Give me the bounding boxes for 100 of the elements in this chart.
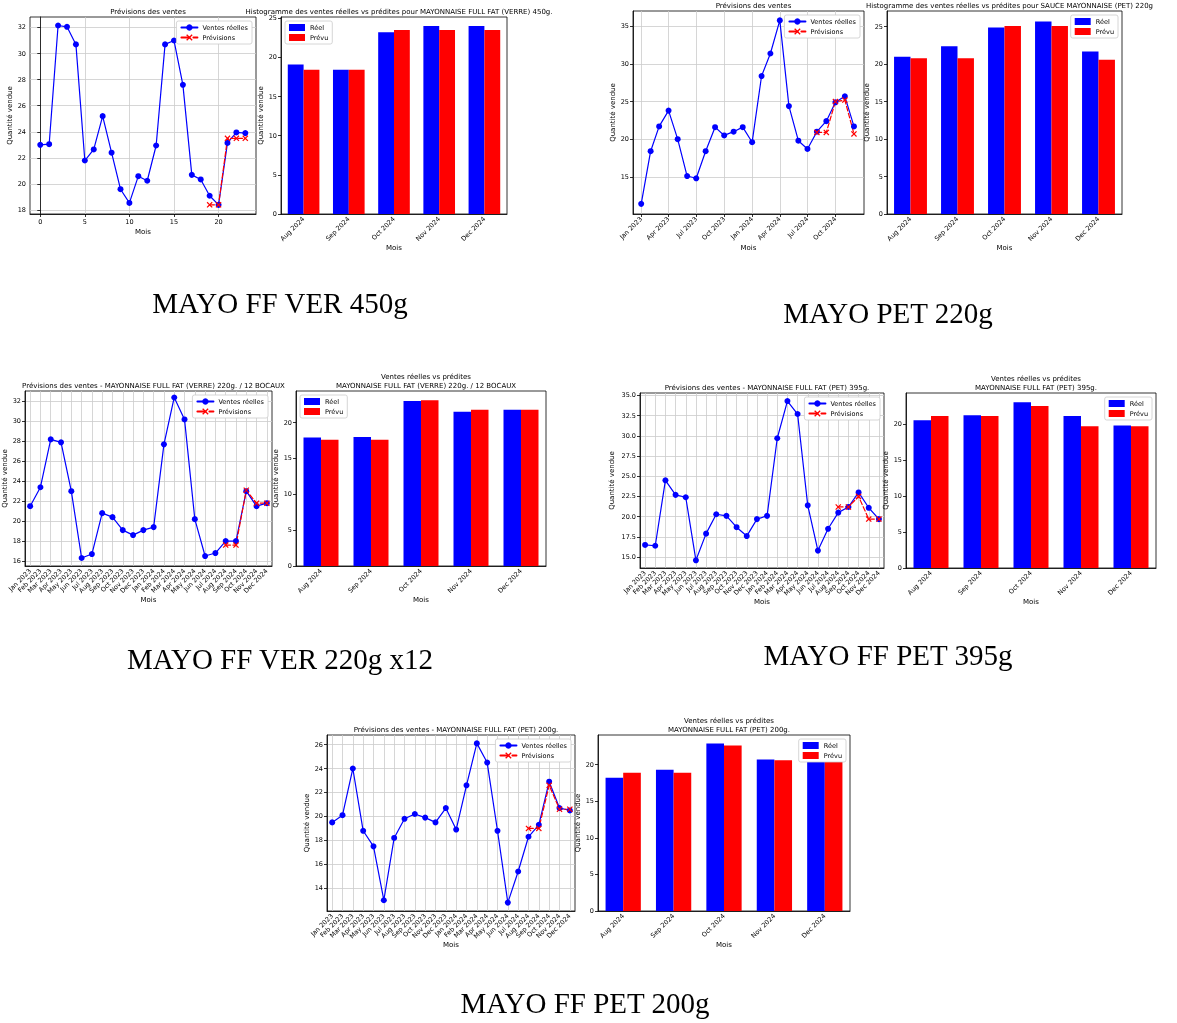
point: [804, 145, 811, 152]
point: [109, 514, 116, 521]
bar: [910, 58, 927, 214]
point: [764, 512, 771, 519]
point: [224, 135, 231, 142]
point: [814, 547, 821, 554]
bar: [287, 64, 304, 214]
point: [753, 516, 760, 523]
point: [126, 199, 133, 206]
bar: [1035, 21, 1052, 214]
point: [743, 533, 750, 540]
point: [712, 124, 719, 131]
point: [794, 411, 801, 418]
point: [108, 149, 115, 156]
point: [865, 504, 872, 511]
point: [27, 503, 34, 510]
point: [37, 141, 44, 148]
point: [642, 541, 649, 548]
point: [188, 171, 195, 178]
point: [99, 510, 106, 517]
bar: [706, 743, 724, 911]
point: [224, 139, 231, 146]
point: [411, 811, 418, 818]
point: [55, 22, 62, 29]
bar: [756, 759, 775, 911]
point: [525, 833, 532, 840]
bar: [303, 437, 321, 566]
point: [656, 123, 663, 130]
point: [191, 516, 198, 523]
bar: [439, 29, 456, 214]
point: [665, 107, 672, 114]
point: [153, 142, 160, 149]
point: [453, 826, 460, 833]
point: [117, 186, 124, 193]
point: [693, 175, 700, 182]
point: [442, 805, 449, 812]
point: [37, 484, 44, 491]
point: [130, 532, 137, 539]
point: [758, 73, 765, 80]
point: [652, 542, 659, 549]
point: [68, 488, 75, 495]
text: MAYO FF PET 395g: [763, 638, 1013, 672]
bar: [623, 772, 641, 911]
point: [535, 825, 542, 832]
point: [674, 136, 681, 143]
point: [774, 435, 781, 442]
bar: [371, 439, 389, 566]
point: [647, 148, 654, 155]
point: [401, 815, 408, 822]
bar: [321, 439, 339, 566]
point: [99, 113, 106, 120]
point: [504, 899, 511, 906]
point: [795, 137, 802, 144]
bar: [1098, 59, 1115, 214]
bar: [353, 436, 371, 566]
point: [140, 527, 147, 534]
point: [825, 525, 832, 532]
bar: [957, 58, 974, 214]
point: [546, 782, 553, 789]
point: [484, 759, 491, 766]
point: [181, 416, 188, 423]
point: [171, 394, 178, 401]
bar: [471, 409, 489, 566]
point: [713, 511, 720, 518]
bar: [724, 745, 742, 911]
point: [473, 740, 480, 747]
point: [233, 129, 240, 136]
point: [81, 157, 88, 164]
bar: [1004, 25, 1021, 214]
point: [222, 542, 229, 549]
point: [684, 173, 691, 180]
point: [784, 398, 791, 405]
bar: [673, 772, 692, 911]
point: [90, 146, 97, 153]
point: [672, 491, 679, 498]
bar: [655, 769, 674, 911]
text: MAYO FF VER 450g: [152, 286, 408, 320]
point: [329, 819, 336, 826]
point: [703, 530, 710, 537]
point: [150, 524, 157, 531]
point: [785, 103, 792, 110]
point: [64, 23, 70, 30]
point: [206, 192, 213, 199]
text: MAYO FF PET 200g: [460, 986, 710, 1020]
point: [767, 50, 774, 57]
point: [78, 555, 85, 562]
point: [179, 81, 186, 88]
point: [242, 135, 249, 142]
point: [682, 494, 689, 501]
point: [841, 97, 848, 104]
bar: [394, 29, 410, 214]
point: [835, 503, 842, 510]
point: [88, 551, 95, 558]
point: [776, 17, 783, 24]
point: [339, 812, 346, 819]
point: [850, 123, 857, 130]
bar: [1051, 25, 1068, 214]
bar: [605, 777, 624, 911]
point: [733, 524, 740, 531]
bar: [303, 69, 320, 214]
